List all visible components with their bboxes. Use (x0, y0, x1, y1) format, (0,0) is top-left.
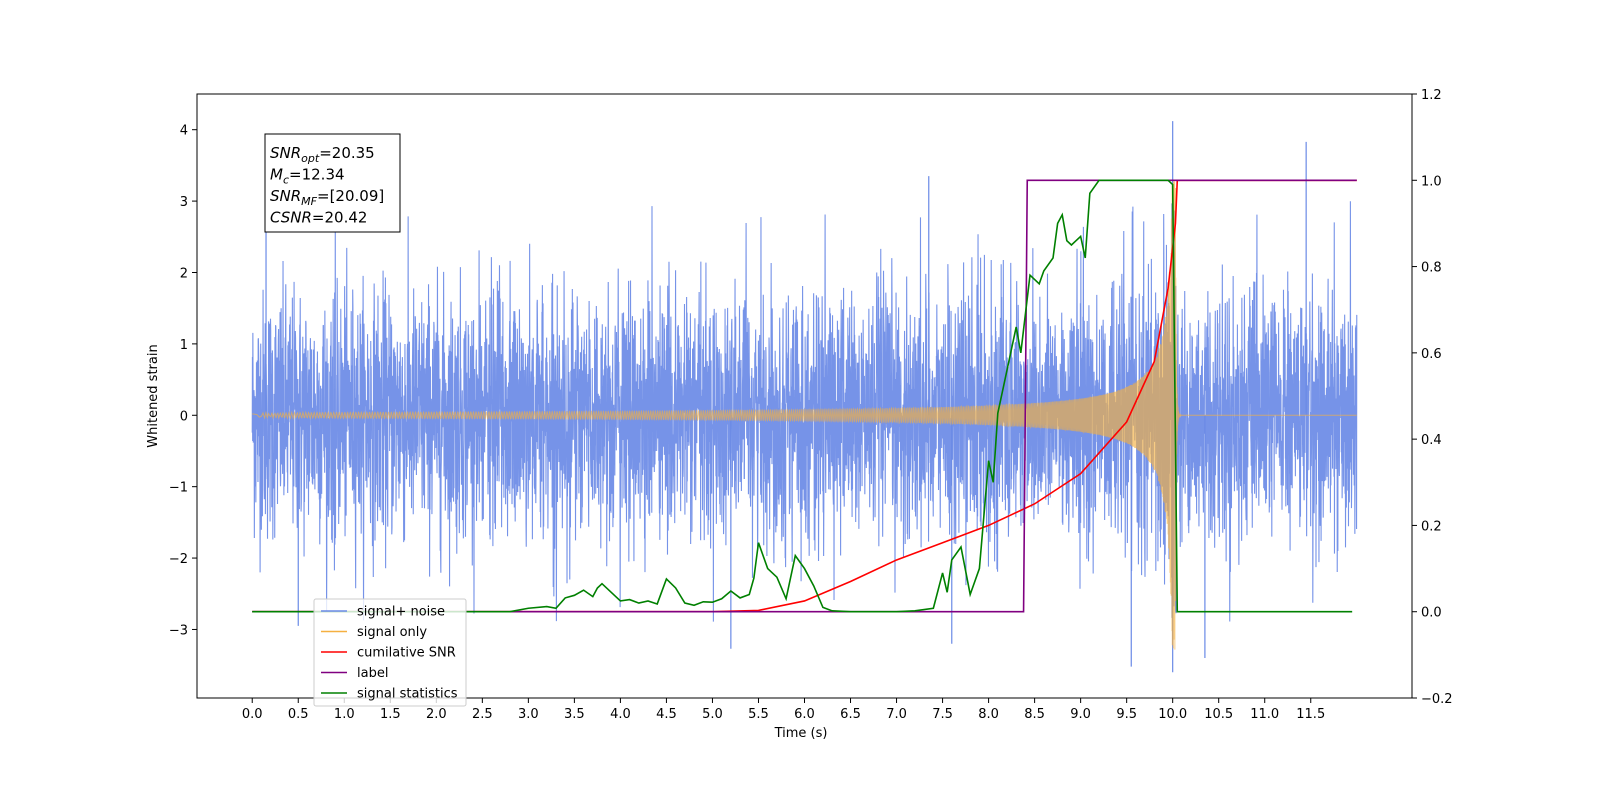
annotation-line: Mc=12.34 (270, 166, 345, 187)
y-right-tick-label: 1.0 (1421, 174, 1442, 189)
x-tick-label: 0.0 (242, 707, 263, 722)
axes-layer: 0.0 0.5 1.0 1.5 2.0 2.5 3.0 3.5 4.0 4.5 5.0 5.5 6.0 6… (169, 88, 1453, 722)
y-right-tick-label: 0.8 (1421, 261, 1442, 276)
legend-label: label (357, 666, 388, 681)
y-tick-label: 1 (180, 338, 188, 353)
x-tick-label: 10.5 (1204, 707, 1233, 722)
y-tick-label: −2 (169, 552, 188, 567)
y-right-tick-label: 0.0 (1421, 606, 1442, 621)
x-axis-label: Time (s) (774, 726, 828, 741)
x-tick-label: 11.5 (1296, 707, 1325, 722)
x-tick-label: 9.5 (1116, 707, 1137, 722)
series-signal-only (252, 179, 1357, 650)
legend-label: signal+ noise (357, 605, 445, 620)
x-tick-label: 7.5 (932, 707, 953, 722)
x-tick-label: 6.0 (794, 707, 815, 722)
y-tick-label: 3 (180, 195, 188, 210)
x-tick-label: 1.5 (380, 707, 401, 722)
series-signal-statistics (252, 179, 1353, 613)
x-tick-label: 3.5 (564, 707, 585, 722)
y-right-tick-label: 0.4 (1421, 433, 1442, 448)
annotation-box: SNRopt=20.35Mc=12.34SNRMF=[20.09]CSNR=20… (264, 133, 401, 233)
x-tick-label: 0.5 (288, 707, 309, 722)
x-tick-label: 8.0 (978, 707, 999, 722)
x-tick-label: 10.0 (1158, 707, 1187, 722)
legend: signal+ noise signal only cumilative SNR la… (313, 598, 467, 707)
x-tick-label: 2.5 (472, 707, 493, 722)
x-tick-label: 2.0 (426, 707, 447, 722)
legend-label: signal only (357, 625, 427, 640)
x-tick-label: 5.5 (748, 707, 769, 722)
y-tick-label: 2 (180, 266, 188, 281)
y-right-tick-label: 1.2 (1421, 88, 1442, 103)
legend-label: cumilative SNR (357, 646, 456, 661)
x-tick-label: 7.0 (886, 707, 907, 722)
series-cumilative-snr (252, 179, 1357, 613)
x-tick-label: 9.0 (1070, 707, 1091, 722)
annotation-frame (264, 133, 401, 233)
x-tick-label: 6.5 (840, 707, 861, 722)
y-tick-label: −3 (169, 623, 188, 638)
annotation-line: CSNR=20.42 (270, 209, 367, 227)
y-axis-label: Whitened strain (146, 344, 161, 447)
x-tick-label: 4.5 (656, 707, 677, 722)
y-tick-label: 4 (180, 124, 188, 139)
y-right-tick-label: 0.2 (1421, 519, 1442, 534)
x-tick-label: 3.0 (518, 707, 539, 722)
x-tick-label: 8.5 (1024, 707, 1045, 722)
annotation-line: SNRopt=20.35 (270, 144, 375, 165)
y-right-tick-label: 0.6 (1421, 347, 1442, 362)
series-label (252, 179, 1357, 613)
series-layer (251, 121, 1358, 673)
x-tick-label: 5.0 (702, 707, 723, 722)
x-tick-label: 4.0 (610, 707, 631, 722)
x-tick-label: 11.0 (1250, 707, 1279, 722)
annotation-line: SNRMF=[20.09] (270, 187, 384, 208)
x-tick-label: 1.0 (334, 707, 355, 722)
legend-label: signal statistics (357, 687, 458, 702)
y-right-tick-label: −0.2 (1421, 692, 1453, 707)
legend-frame (313, 598, 467, 707)
y-tick-label: −1 (169, 481, 188, 496)
y-tick-label: 0 (180, 409, 188, 424)
